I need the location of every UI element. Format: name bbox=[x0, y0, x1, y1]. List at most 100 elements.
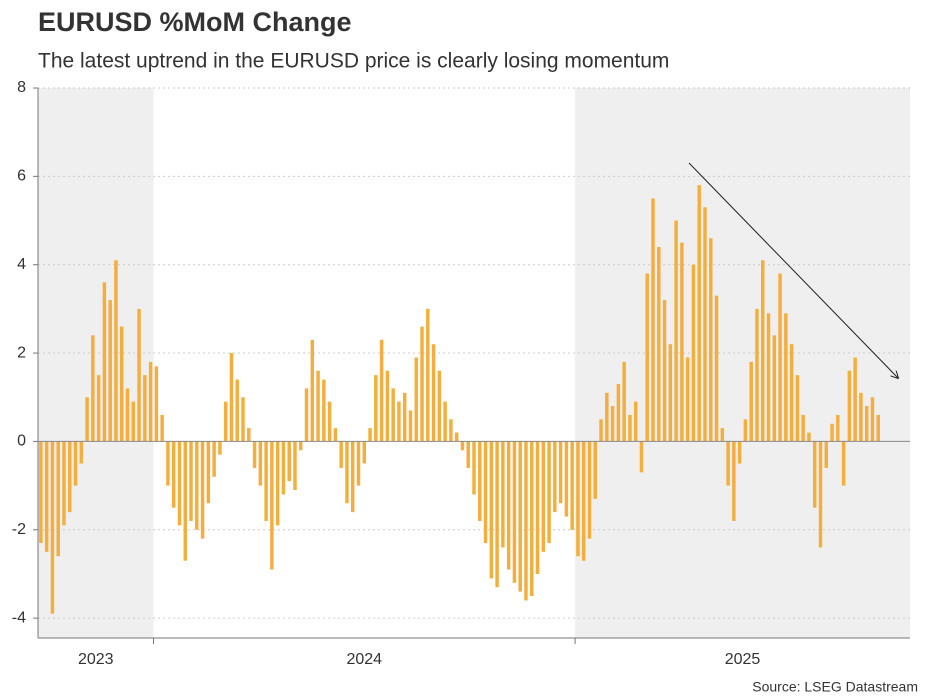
bar bbox=[339, 441, 343, 468]
bar bbox=[91, 335, 95, 442]
bar bbox=[836, 414, 840, 442]
bar bbox=[506, 441, 511, 570]
bar bbox=[830, 423, 834, 442]
bar bbox=[674, 220, 678, 442]
bar bbox=[714, 295, 719, 442]
bar bbox=[108, 300, 112, 442]
bar bbox=[524, 441, 528, 601]
bar bbox=[483, 441, 488, 544]
bar bbox=[691, 264, 696, 442]
bar bbox=[270, 441, 274, 570]
bar bbox=[622, 361, 626, 442]
bar bbox=[189, 441, 193, 521]
bar bbox=[437, 370, 442, 442]
bar bbox=[460, 441, 465, 451]
bar bbox=[599, 419, 603, 442]
period-band bbox=[38, 88, 154, 638]
bar bbox=[275, 441, 280, 526]
bar bbox=[605, 392, 609, 442]
bar bbox=[743, 419, 748, 442]
bar bbox=[443, 401, 447, 442]
bar bbox=[807, 432, 811, 442]
bar bbox=[120, 326, 124, 442]
bar bbox=[247, 428, 251, 442]
bar bbox=[281, 441, 286, 495]
bar bbox=[876, 414, 880, 442]
y-tick-label: -2 bbox=[12, 521, 26, 538]
bar bbox=[322, 379, 326, 442]
bar bbox=[766, 313, 771, 442]
bar bbox=[304, 388, 309, 442]
bar bbox=[841, 441, 846, 486]
x-tick-label: 2024 bbox=[346, 651, 382, 668]
bar bbox=[102, 282, 107, 442]
bar bbox=[391, 388, 395, 442]
bar bbox=[864, 406, 869, 442]
bar bbox=[761, 260, 765, 442]
bar bbox=[749, 361, 753, 442]
bar bbox=[581, 441, 586, 561]
bar bbox=[96, 375, 101, 442]
y-tick-label: 6 bbox=[17, 168, 26, 185]
x-tick-label: 2025 bbox=[725, 651, 761, 668]
bar bbox=[212, 441, 216, 477]
bar bbox=[576, 441, 580, 557]
bar bbox=[495, 441, 499, 588]
bar bbox=[160, 414, 164, 442]
bar bbox=[287, 441, 291, 482]
bar bbox=[218, 441, 222, 455]
bar bbox=[645, 273, 649, 442]
bar bbox=[44, 441, 49, 552]
bar bbox=[195, 441, 199, 530]
bar bbox=[171, 441, 176, 508]
trend-arrow bbox=[688, 162, 898, 378]
bar bbox=[489, 441, 494, 579]
bar bbox=[859, 392, 863, 442]
bar bbox=[420, 326, 424, 442]
bar bbox=[709, 238, 713, 442]
bar bbox=[252, 441, 257, 468]
bar bbox=[68, 441, 72, 513]
bar bbox=[853, 357, 857, 442]
bar bbox=[541, 441, 546, 552]
bar bbox=[587, 441, 592, 539]
bar bbox=[79, 441, 84, 464]
bar bbox=[379, 339, 384, 442]
bar bbox=[801, 414, 805, 442]
bar bbox=[501, 441, 505, 548]
bar bbox=[200, 441, 205, 539]
bar bbox=[426, 308, 430, 442]
bar bbox=[732, 441, 736, 521]
bar bbox=[50, 441, 55, 614]
bar bbox=[547, 441, 551, 544]
bar bbox=[85, 397, 89, 442]
source: Source: LSEG Datastream bbox=[752, 679, 918, 695]
bar bbox=[593, 441, 598, 499]
bar bbox=[518, 441, 522, 592]
bar bbox=[737, 441, 742, 464]
bar bbox=[639, 441, 644, 473]
bar bbox=[772, 335, 777, 442]
bar bbox=[229, 353, 234, 442]
bar bbox=[697, 185, 701, 442]
bar bbox=[812, 441, 817, 508]
bar bbox=[449, 419, 453, 442]
bar bbox=[62, 441, 66, 526]
bar bbox=[143, 375, 147, 442]
bar bbox=[206, 441, 211, 504]
bar bbox=[310, 339, 315, 442]
y-tick-label: 8 bbox=[17, 79, 26, 96]
bar bbox=[114, 260, 118, 442]
bar bbox=[535, 441, 540, 574]
bar bbox=[720, 428, 725, 442]
bar bbox=[183, 441, 187, 561]
chart-subtitle: The latest uptrend in the EURUSD price i… bbox=[38, 50, 669, 73]
bar bbox=[333, 428, 338, 442]
bar bbox=[264, 441, 268, 521]
bar bbox=[345, 441, 349, 504]
bar bbox=[431, 344, 436, 442]
bar bbox=[558, 441, 563, 504]
bar bbox=[368, 428, 372, 442]
bar bbox=[789, 344, 794, 442]
bar bbox=[356, 441, 361, 486]
